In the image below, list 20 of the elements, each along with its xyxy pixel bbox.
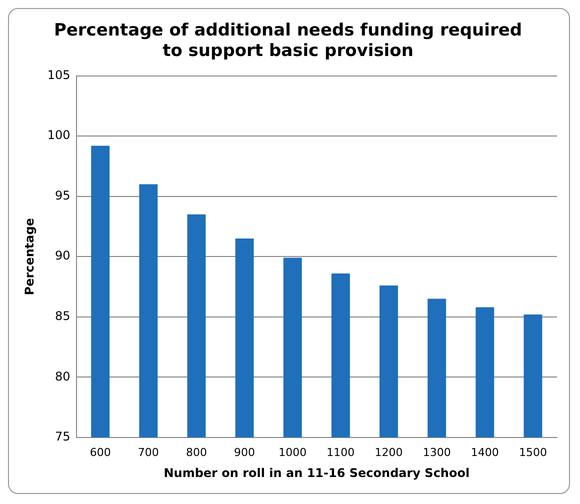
y-tick-label: 85: [55, 308, 70, 323]
y-axis-title: Percentage: [22, 218, 36, 296]
x-tick-label: 1400: [470, 446, 499, 459]
y-tick-label: 105: [47, 68, 70, 82]
x-tick-label: 700: [138, 446, 159, 459]
x-tick-label: 1100: [326, 446, 355, 459]
x-tick-label: 1300: [422, 446, 451, 459]
x-tick-label: 900: [234, 446, 256, 459]
y-tick-label: 80: [55, 369, 70, 384]
x-tick-label: 1000: [278, 446, 307, 459]
x-tick-label: 1200: [374, 446, 403, 459]
y-tick-label: 100: [47, 128, 70, 142]
x-tick-label: 1500: [518, 446, 547, 459]
y-tick-label: 75: [55, 430, 70, 444]
y-tick-label: 90: [55, 248, 70, 263]
x-axis-title: Number on roll in an 11-16 Secondary School: [164, 466, 470, 480]
x-tick-label: 600: [90, 446, 111, 459]
y-tick-label: 95: [55, 188, 70, 202]
chart-title: Percentage of additional needs funding required to support basic provision: [54, 20, 522, 62]
x-tick-label: 800: [186, 446, 207, 459]
